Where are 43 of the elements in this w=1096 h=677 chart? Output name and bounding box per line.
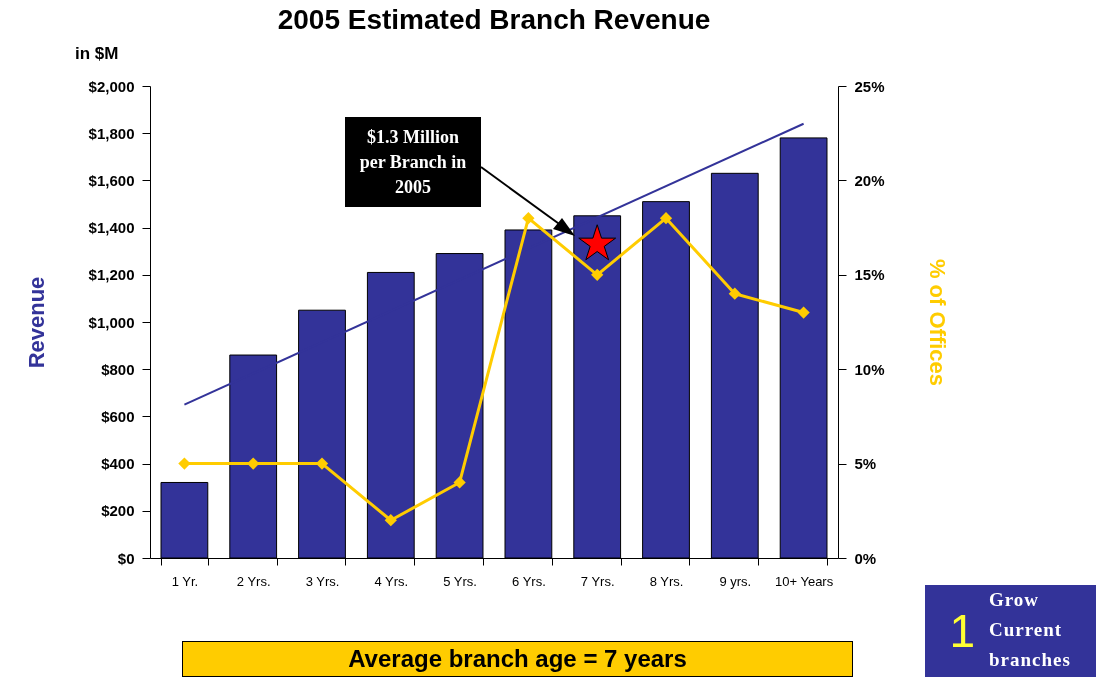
text: in $M — [75, 44, 119, 64]
x-tick-label: 8 Yrs. — [649, 573, 684, 589]
y-tick-label: $1,600 — [88, 171, 135, 189]
x-tick-label: 10+ Years — [775, 573, 834, 589]
chart-title: 2005 Estimated Branch Revenue — [277, 4, 711, 35]
y-tick-label: $400 — [101, 455, 135, 473]
text: 1 — [925, 585, 975, 677]
point — [728, 287, 741, 300]
point — [797, 306, 810, 319]
y-tick-label: $1,200 — [88, 266, 135, 284]
y-tick-label: $200 — [101, 502, 135, 520]
y2-tick-label: 15% — [854, 266, 885, 284]
point — [522, 212, 535, 225]
y2-tick-label: 5% — [854, 455, 877, 473]
x-tick-label: 5 Yrs. — [443, 573, 477, 589]
point — [315, 457, 329, 470]
point — [384, 514, 397, 527]
text: Grow Current branches — [975, 585, 1096, 677]
text: Average branch age = 7 years — [182, 641, 853, 677]
y2-tick-label: 20% — [854, 171, 885, 189]
y-tick-label: $1,800 — [88, 124, 135, 142]
y-tick-label: $1,400 — [88, 219, 135, 237]
y-tick-label: $800 — [101, 360, 135, 378]
callout-box: $1.3 Million per Branch in 2005 — [345, 117, 481, 207]
x-tick-label: 1 Yr. — [171, 573, 199, 589]
x-tick-label: 9 yrs. — [719, 573, 752, 589]
y-tick-label: $2,000 — [88, 77, 135, 95]
y-tick-label: $0 — [117, 549, 135, 567]
y-axis-title: Revenue — [23, 276, 49, 369]
y2-tick-label: 0% — [854, 549, 877, 567]
point — [453, 476, 466, 489]
point — [659, 212, 673, 225]
y2-axis-title: % of Offices — [924, 258, 950, 387]
y-tick-label: $1,000 — [88, 313, 135, 331]
point — [591, 268, 604, 281]
y2-tick-label: 25% — [854, 77, 885, 95]
x-tick-label: 2 Yrs. — [236, 573, 271, 589]
x-tick-label: 7 Yrs. — [580, 573, 615, 589]
x-tick-label: 4 Yrs. — [374, 573, 409, 589]
y2-tick-label: 10% — [854, 360, 885, 378]
x-tick-label: 6 Yrs. — [512, 573, 546, 589]
x-tick-label: 3 Yrs. — [305, 573, 340, 589]
y-tick-label: $600 — [101, 407, 135, 425]
